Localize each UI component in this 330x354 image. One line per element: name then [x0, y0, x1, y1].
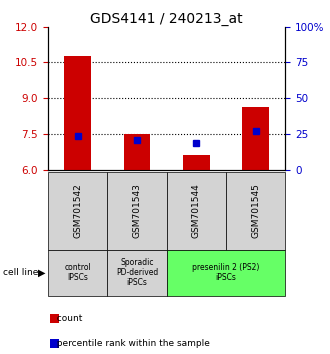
Text: GSM701544: GSM701544 [192, 183, 201, 238]
Text: count: count [51, 314, 82, 323]
Text: ▶: ▶ [38, 268, 46, 278]
Text: Sporadic
PD-derived
iPSCs: Sporadic PD-derived iPSCs [116, 258, 158, 287]
Text: GSM701542: GSM701542 [73, 183, 82, 238]
Text: cell line: cell line [3, 268, 39, 277]
Bar [123, 133, 150, 170]
Bar [242, 107, 269, 170]
Text: GSM701545: GSM701545 [251, 183, 260, 238]
Text: percentile rank within the sample: percentile rank within the sample [51, 339, 210, 348]
Bar [64, 56, 91, 170]
Title: GDS4141 / 240213_at: GDS4141 / 240213_at [90, 12, 243, 25]
Text: GSM701543: GSM701543 [132, 183, 142, 238]
Text: presenilin 2 (PS2)
iPSCs: presenilin 2 (PS2) iPSCs [192, 263, 260, 282]
Text: control
IPSCs: control IPSCs [64, 263, 91, 282]
Bar [183, 155, 210, 170]
